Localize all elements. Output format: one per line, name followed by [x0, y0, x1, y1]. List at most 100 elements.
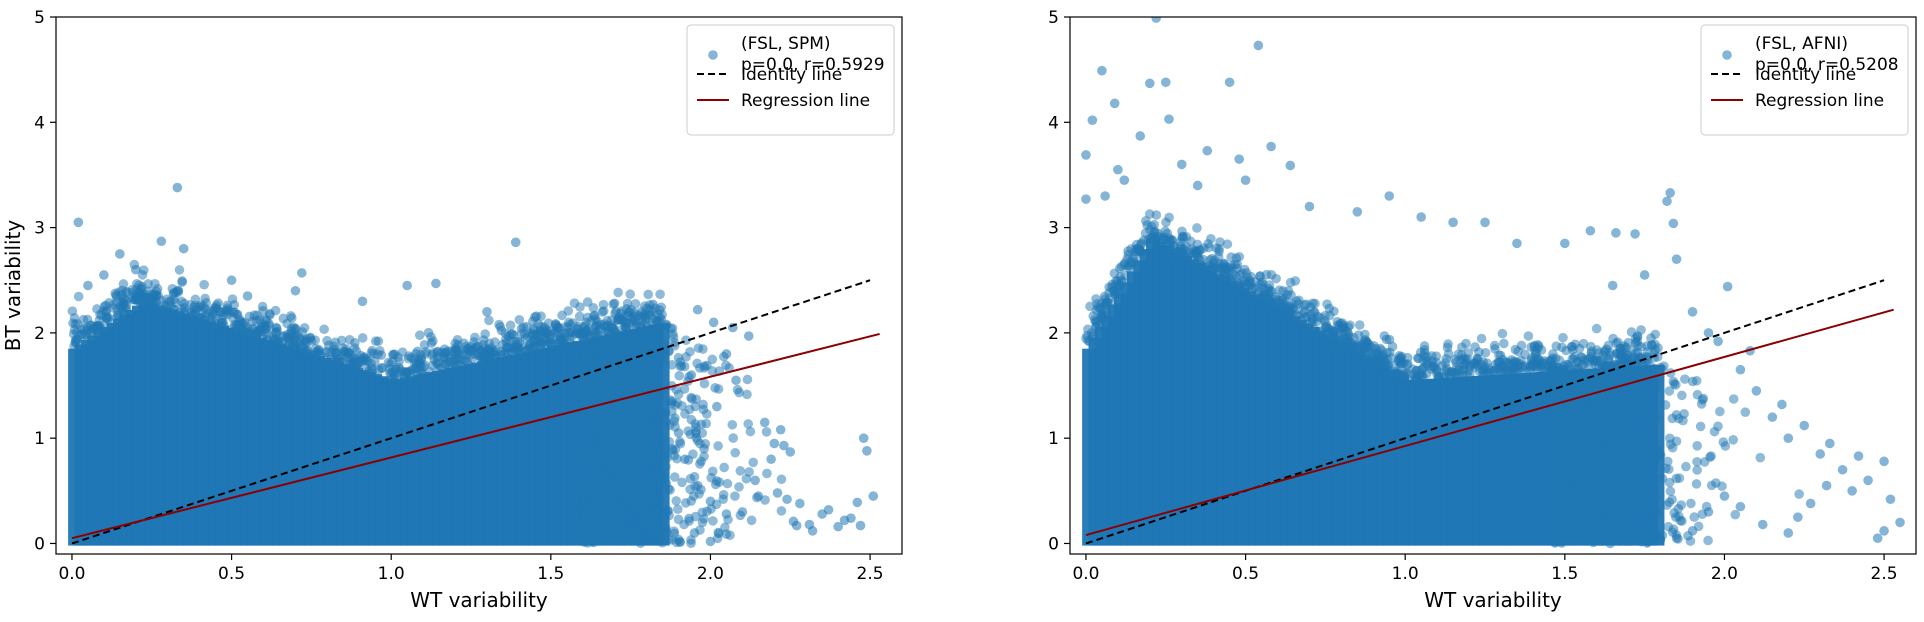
scatter-point — [1646, 422, 1656, 432]
legend-label: (FSL, AFNI) — [1755, 34, 1848, 54]
scatter-point — [772, 488, 783, 498]
scatter-point — [1608, 433, 1619, 444]
scatter-point — [673, 514, 684, 525]
scatter-point — [1650, 498, 1660, 509]
scatter-point — [1547, 412, 1557, 422]
scatter-point — [1757, 519, 1768, 530]
scatter-point — [641, 533, 652, 544]
scatter-point — [1554, 355, 1565, 366]
scatter-point — [1550, 493, 1560, 504]
scatter-point — [641, 355, 652, 365]
scatter-point — [595, 420, 605, 431]
scatter-point — [675, 361, 685, 371]
scatter-point — [594, 494, 604, 505]
scatter-point — [78, 314, 89, 325]
scatter-point — [1837, 464, 1848, 475]
scatter-point — [1659, 361, 1669, 371]
scatter-point — [1344, 331, 1354, 342]
scatter-point — [675, 436, 685, 447]
scatter-point — [101, 312, 112, 323]
regression-line — [71, 332, 880, 540]
scatter-point — [172, 182, 183, 193]
scatter-point — [1649, 363, 1660, 374]
scatter-point — [667, 396, 677, 407]
scatter-point — [1230, 259, 1240, 270]
x-tick-label: 1.5 — [1551, 564, 1578, 584]
scatter-point — [1512, 238, 1522, 249]
scatter-point — [1113, 164, 1123, 175]
scatter-point — [1620, 525, 1631, 536]
scatter-point — [708, 516, 718, 526]
scatter-point — [655, 508, 666, 518]
scatter-point — [1657, 530, 1668, 541]
scatter-point — [1692, 440, 1702, 451]
scatter-point — [115, 249, 125, 259]
scatter-point — [1509, 362, 1519, 373]
scatter-point — [1872, 533, 1883, 544]
scatter-point — [1585, 443, 1595, 453]
scatter-point — [1632, 464, 1643, 474]
scatter-point — [1266, 141, 1276, 152]
scatter-point — [582, 460, 593, 470]
scatter-point — [1271, 273, 1281, 284]
scatter-point — [1304, 201, 1315, 212]
scatter-point — [1570, 451, 1580, 462]
scatter-point — [710, 383, 720, 393]
scatter-point — [1109, 98, 1120, 109]
scatter-point — [99, 301, 110, 312]
scatter-point — [478, 352, 488, 362]
scatter-point — [1551, 341, 1562, 352]
scatter-point — [645, 518, 656, 529]
legend-label: Identity line — [741, 65, 842, 85]
scatter-point — [1681, 461, 1691, 472]
scatter-point — [1630, 338, 1641, 348]
scatter-point — [1382, 360, 1393, 371]
scatter-point — [370, 336, 381, 346]
scatter-point — [1705, 452, 1715, 462]
scatter-point — [636, 471, 647, 481]
scatter-point — [174, 265, 185, 275]
scatter-point — [1691, 479, 1702, 489]
axes-frame — [55, 16, 903, 555]
scatter-point — [722, 478, 733, 489]
scatter-point — [1589, 355, 1599, 366]
scatter-point — [1097, 298, 1107, 308]
scatter-point — [1202, 145, 1213, 156]
scatter-point — [1567, 442, 1577, 453]
scatter-point — [606, 532, 616, 542]
scatter-point — [1576, 505, 1587, 516]
scatter-point — [620, 468, 630, 479]
scatter-point — [1647, 453, 1658, 464]
scatter-point — [529, 335, 539, 346]
scatter-point — [1676, 500, 1687, 510]
scatter-point — [406, 352, 417, 363]
scatter-point — [1470, 362, 1480, 373]
y-tick-label: 0 — [34, 534, 45, 554]
scatter-point — [463, 344, 474, 354]
scatter-point — [823, 504, 834, 515]
scatter-point — [1611, 501, 1622, 512]
scatter-point — [1087, 115, 1098, 125]
scatter-point — [1557, 465, 1567, 475]
scatter-point — [718, 494, 728, 505]
scatter-point — [1097, 65, 1107, 76]
scatter-point — [1578, 488, 1589, 498]
scatter-point — [638, 405, 648, 415]
scatter-point — [197, 306, 208, 317]
scatter-point — [670, 340, 680, 351]
y-tick-label: 3 — [1048, 219, 1059, 239]
scatter-point — [510, 237, 521, 248]
scatter-point — [1384, 191, 1395, 201]
x-tick-label: 2.5 — [1871, 564, 1898, 584]
scatter-point — [1715, 406, 1725, 417]
regression-line — [1085, 308, 1894, 537]
x-tick-label: 0.0 — [58, 564, 85, 584]
scatter-point — [699, 513, 709, 524]
scatter-point — [1622, 350, 1633, 361]
scatter-point — [1611, 338, 1621, 349]
scatter-point — [664, 436, 675, 447]
scatter-point — [226, 275, 237, 286]
x-tick-label: 0.0 — [1072, 564, 1099, 584]
scatter-point — [512, 346, 522, 357]
scatter-point — [762, 468, 772, 479]
